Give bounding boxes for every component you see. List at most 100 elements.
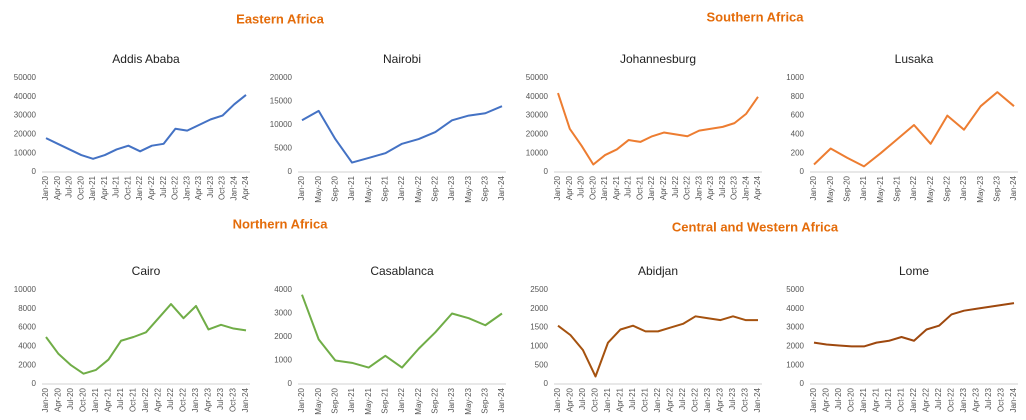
x-tick-label: May-22	[414, 175, 423, 202]
x-tick-label: Jan-21	[859, 387, 868, 412]
x-tick-label: Oct-20	[588, 175, 597, 200]
x-tick-label: Sep-23	[480, 387, 489, 413]
x-tick-label: Jan-22	[135, 175, 144, 200]
chart-title: Cairo	[132, 264, 161, 278]
x-tick-label: May-23	[464, 175, 473, 202]
x-tick-label: Oct-22	[171, 175, 180, 200]
x-tick-label: Jul-22	[159, 175, 168, 197]
y-tick-label: 1000	[786, 73, 804, 82]
x-tick-label: Jan-21	[859, 175, 868, 200]
x-tick-label: Apr-20	[54, 387, 63, 412]
x-tick-label: Sep-23	[480, 175, 489, 201]
x-tick-label: Jan-21	[347, 387, 356, 412]
y-tick-label: 30000	[14, 111, 37, 120]
x-tick-label: Oct-21	[123, 175, 132, 200]
x-tick-label: May-21	[364, 387, 373, 414]
y-tick-label: 5000	[786, 285, 804, 294]
x-tick-label: Oct-22	[691, 387, 700, 412]
y-tick-label: 50000	[526, 73, 549, 82]
x-tick-label: Apr-21	[612, 175, 621, 200]
x-tick-label: Jan-22	[397, 175, 406, 200]
x-tick-label: Oct-21	[897, 387, 906, 412]
x-tick-label: May-20	[826, 175, 835, 202]
x-tick-label: Apr-22	[659, 175, 668, 200]
line	[301, 294, 503, 369]
y-tick-label: 50000	[14, 73, 37, 82]
x-tick-label: Apr-21	[616, 387, 625, 412]
y-tick-label: 40000	[526, 92, 549, 101]
x-tick-label: Apr-21	[104, 387, 113, 412]
y-tick-label: 200	[791, 148, 805, 157]
x-tick-label: May-22	[926, 175, 935, 202]
x-tick-label: Jan-24	[241, 387, 250, 412]
x-tick-label: Jul-21	[884, 387, 893, 409]
x-tick-label: May-21	[364, 175, 373, 202]
x-tick-label: Oct-20	[79, 387, 88, 412]
x-tick-label: Oct-23	[218, 175, 227, 200]
x-tick-label: Jan-22	[647, 175, 656, 200]
x-tick-label: Jan-24	[741, 175, 750, 200]
x-tick-label: Oct-21	[635, 175, 644, 200]
chart-title: Lusaka	[895, 52, 934, 66]
x-tick-label: Jan-24	[1009, 387, 1018, 412]
x-tick-label: Jan-21	[600, 175, 609, 200]
chart-title: Abidjan	[638, 264, 678, 278]
x-tick-label: Oct-23	[730, 175, 739, 200]
y-tick-label: 0	[544, 167, 549, 176]
x-tick-label: Jul-20	[66, 387, 75, 409]
x-tick-label: Oct-20	[591, 387, 600, 412]
y-tick-label: 0	[32, 379, 37, 388]
x-tick-label: Jul-23	[206, 175, 215, 197]
y-tick-label: 20000	[270, 73, 293, 82]
y-tick-label: 800	[791, 92, 805, 101]
x-tick-label: Apr-23	[706, 175, 715, 200]
y-tick-label: 500	[535, 360, 549, 369]
y-tick-label: 10000	[526, 148, 549, 157]
y-tick-label: 5000	[274, 144, 292, 153]
x-tick-label: Jul-20	[834, 387, 843, 409]
x-tick-label: Apr-22	[154, 387, 163, 412]
line	[557, 315, 758, 378]
x-tick-label: Jan-20	[553, 175, 562, 200]
x-tick-label: Sep-21	[380, 387, 389, 413]
x-tick-label: Oct-22	[947, 387, 956, 412]
x-tick-label: Jul-22	[678, 387, 687, 409]
y-tick-label: 20000	[14, 130, 37, 139]
x-tick-label: Oct-20	[847, 387, 856, 412]
x-tick-label: Apr-21	[100, 175, 109, 200]
x-tick-label: Jul-23	[984, 387, 993, 409]
line	[301, 105, 503, 164]
x-tick-label: Sep-22	[942, 175, 951, 201]
x-tick-label: Jan-21	[91, 387, 100, 412]
x-tick-label: Jan-22	[653, 387, 662, 412]
x-tick-label: Jan-20	[297, 387, 306, 412]
y-tick-label: 2000	[18, 360, 36, 369]
y-tick-label: 0	[544, 379, 549, 388]
x-tick-label: Apr-20	[822, 387, 831, 412]
y-tick-label: 3000	[786, 323, 804, 332]
x-tick-label: May-23	[976, 175, 985, 202]
x-tick-label: Oct-20	[76, 175, 85, 200]
x-tick-label: Jul-20	[65, 175, 74, 197]
x-tick-label: Apr-20	[566, 387, 575, 412]
x-tick-label: Oct-22	[179, 387, 188, 412]
chart-title: Addis Ababa	[112, 52, 180, 66]
x-tick-label: Jan-21	[347, 175, 356, 200]
x-tick-label: Sep-23	[992, 175, 1001, 201]
y-tick-label: 6000	[18, 323, 36, 332]
x-tick-label: Apr-24	[753, 175, 762, 200]
chart-title: Casablanca	[370, 264, 434, 278]
x-tick-label: Apr-21	[872, 387, 881, 412]
y-tick-label: 400	[791, 130, 805, 139]
x-tick-label: Sep-21	[892, 175, 901, 201]
x-tick-label: Jan-24	[497, 175, 506, 200]
x-tick-label: Oct-22	[683, 175, 692, 200]
x-tick-label: Jan-24	[229, 175, 238, 200]
section-title: Central and Western Africa	[672, 219, 839, 234]
y-tick-label: 10000	[14, 148, 37, 157]
y-tick-label: 1000	[530, 342, 548, 351]
x-tick-label: Jan-23	[959, 175, 968, 200]
y-tick-label: 2000	[274, 332, 292, 341]
y-tick-label: 40000	[14, 92, 37, 101]
